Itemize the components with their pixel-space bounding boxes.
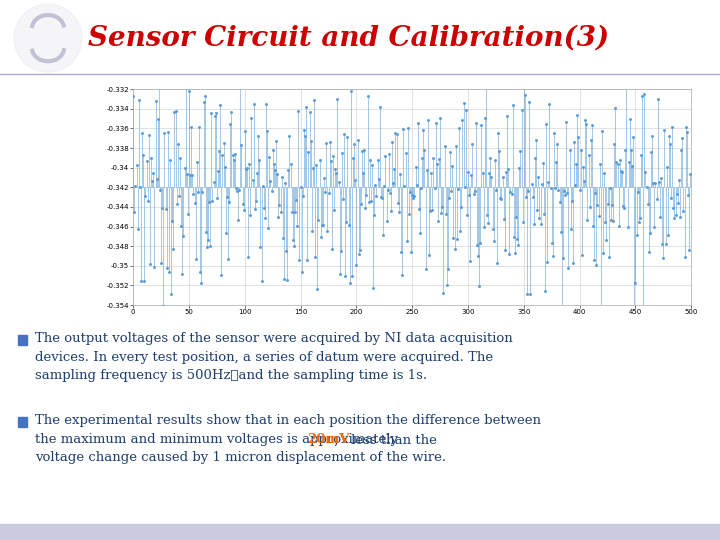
Bar: [18, 335, 27, 345]
Text: sampling frequency is 500Hz，and the sampling time is 1s.: sampling frequency is 500Hz，and the samp…: [35, 369, 427, 382]
Text: 20mV: 20mV: [307, 434, 350, 447]
Bar: [18, 417, 27, 427]
Circle shape: [14, 4, 82, 72]
Text: Sensor Circuit and Calibration(3): Sensor Circuit and Calibration(3): [88, 25, 609, 52]
Text: ,   less than the: , less than the: [330, 434, 437, 447]
Text: voltage change caused by 1 micron displacement of the wire.: voltage change caused by 1 micron displa…: [35, 451, 446, 464]
Bar: [0, 524, 720, 540]
Text: devices. In every test position, a series of datum were acquired. The: devices. In every test position, a serie…: [35, 352, 493, 365]
Text: The experimental results show that in each position the difference between: The experimental results show that in ea…: [35, 414, 541, 427]
Text: the maximum and minimum voltages is approximately: the maximum and minimum voltages is appr…: [35, 434, 402, 447]
Text: The output voltages of the sensor were acquired by NI data acquisition: The output voltages of the sensor were a…: [35, 332, 513, 345]
